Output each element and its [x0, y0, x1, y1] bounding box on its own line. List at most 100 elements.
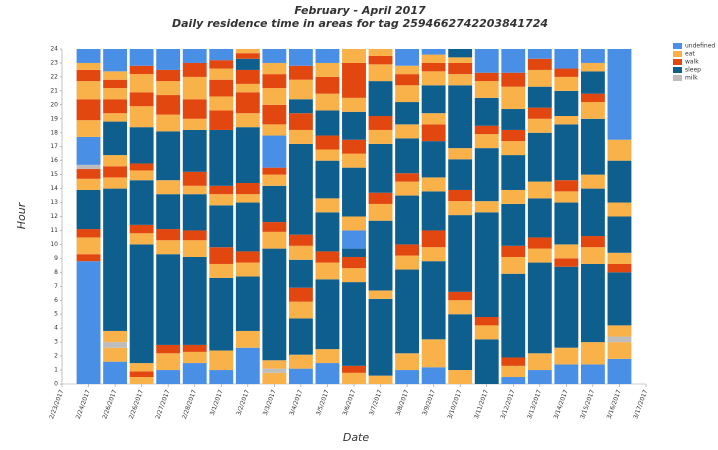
segment: [501, 141, 526, 156]
segment: [288, 143, 313, 235]
x-tick-label: 3/13/2017: [526, 389, 543, 420]
y-tick-label: 11: [50, 227, 58, 234]
segment: [156, 180, 181, 195]
x-tick-label: 3/11/2017: [473, 389, 490, 420]
segment: [235, 330, 260, 348]
segment: [342, 256, 366, 269]
y-tick-label: 17: [50, 143, 58, 150]
y-tick-label: 24: [50, 46, 58, 53]
segment: [580, 247, 605, 264]
segment: [607, 160, 632, 203]
segment: [342, 139, 366, 154]
segment: [315, 93, 340, 111]
segment: [315, 279, 340, 350]
segment: [474, 97, 499, 126]
segment: [368, 129, 393, 144]
segment: [474, 49, 499, 73]
segment: [501, 203, 526, 246]
segment: [76, 136, 101, 165]
segment: [209, 370, 234, 384]
segment: [421, 191, 446, 231]
segment: [527, 353, 552, 371]
segment: [129, 170, 154, 181]
segment: [342, 372, 366, 384]
segment: [395, 85, 420, 103]
segment: [342, 365, 366, 373]
x-tick-label: 2/26/2017: [101, 389, 118, 420]
segment: [156, 69, 181, 82]
segment: [76, 237, 101, 255]
segment: [209, 49, 234, 61]
segment: [103, 99, 128, 114]
x-tick-label: 3/1/2017: [209, 389, 225, 417]
segment: [501, 273, 526, 358]
segment: [342, 97, 366, 112]
segment: [262, 167, 287, 175]
segment: [607, 49, 632, 140]
segment: [395, 74, 420, 86]
segment: [368, 192, 393, 204]
segment: [421, 49, 446, 55]
segment: [262, 360, 287, 369]
segment: [262, 174, 287, 186]
segment: [209, 79, 234, 97]
segment: [342, 230, 366, 249]
segment: [501, 129, 526, 142]
segment: [262, 222, 287, 232]
segment: [315, 212, 340, 252]
segment: [315, 62, 340, 77]
segment: [209, 194, 234, 206]
segment: [448, 370, 473, 384]
y-tick-label: 3: [54, 339, 58, 346]
segment: [395, 195, 420, 245]
segment: [448, 215, 473, 292]
segment: [474, 72, 499, 82]
segment: [421, 141, 446, 178]
y-tick-label: 14: [50, 185, 58, 192]
segment: [315, 49, 340, 63]
segment: [607, 336, 632, 343]
segment: [448, 189, 473, 202]
chart-subtitle: Daily residence time in areas for tag 25…: [172, 17, 548, 30]
segment: [421, 71, 446, 86]
segment: [395, 370, 420, 384]
segment: [607, 202, 632, 217]
segment: [76, 49, 101, 63]
segment: [182, 129, 207, 172]
y-tick-label: 1: [54, 367, 58, 374]
x-axis-label: Date: [343, 431, 370, 444]
segment: [342, 167, 366, 217]
y-tick-label: 13: [50, 199, 58, 206]
segment: [209, 68, 234, 80]
segment: [607, 216, 632, 253]
segment: [76, 120, 101, 137]
segment: [554, 90, 579, 116]
segment: [421, 54, 446, 63]
segment: [474, 201, 499, 213]
segment: [448, 300, 473, 315]
segment: [235, 53, 260, 59]
y-tick-label: 21: [50, 87, 58, 94]
segment: [395, 353, 420, 371]
segment: [262, 88, 287, 105]
segment: [182, 76, 207, 100]
segment: [501, 357, 526, 366]
segment: [395, 255, 420, 270]
segment: [76, 164, 101, 170]
segment: [395, 181, 420, 196]
segment: [580, 102, 605, 119]
segment: [448, 49, 473, 58]
segment: [262, 104, 287, 125]
segment: [315, 198, 340, 213]
y-tick-label: 19: [50, 115, 58, 122]
segment: [156, 370, 181, 384]
y-tick-label: 9: [54, 255, 58, 262]
segment: [554, 364, 579, 384]
segment: [209, 350, 234, 371]
segment: [554, 49, 579, 69]
legend-label: undefined: [685, 43, 715, 50]
segment: [262, 231, 287, 249]
segment: [501, 189, 526, 204]
segment: [342, 111, 366, 140]
segment: [76, 62, 101, 70]
